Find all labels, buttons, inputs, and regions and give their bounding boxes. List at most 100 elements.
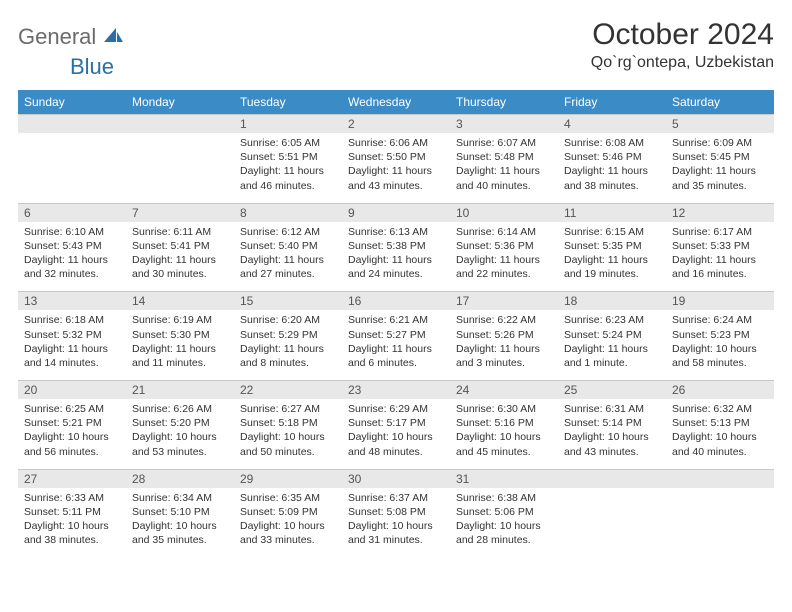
day-number-cell: 13 [18,292,126,311]
daylight-text-1: Daylight: 11 hours [348,164,444,178]
sunset-text: Sunset: 5:40 PM [240,239,336,253]
sunset-text: Sunset: 5:46 PM [564,150,660,164]
weekday-header: Thursday [450,90,558,115]
day-number-cell: 25 [558,381,666,400]
sunset-text: Sunset: 5:32 PM [24,328,120,342]
weekday-header: Tuesday [234,90,342,115]
sunset-text: Sunset: 5:43 PM [24,239,120,253]
sunrise-text: Sunrise: 6:20 AM [240,313,336,327]
day-number-cell: 16 [342,292,450,311]
day-number-cell [126,115,234,134]
day-number-row: 12345 [18,115,774,134]
sunset-text: Sunset: 5:09 PM [240,505,336,519]
calendar-body: 12345 Sunrise: 6:05 AMSunset: 5:51 PMDay… [18,115,774,558]
daylight-text-2: and 32 minutes. [24,267,120,281]
daylight-text-2: and 58 minutes. [672,356,768,370]
daylight-text-1: Daylight: 11 hours [348,253,444,267]
sunrise-text: Sunrise: 6:24 AM [672,313,768,327]
day-data-row: Sunrise: 6:25 AMSunset: 5:21 PMDaylight:… [18,399,774,469]
sunset-text: Sunset: 5:16 PM [456,416,552,430]
day-data-cell: Sunrise: 6:14 AMSunset: 5:36 PMDaylight:… [450,222,558,292]
daylight-text-1: Daylight: 10 hours [132,430,228,444]
daylight-text-2: and 30 minutes. [132,267,228,281]
sunset-text: Sunset: 5:38 PM [348,239,444,253]
sunset-text: Sunset: 5:08 PM [348,505,444,519]
sunrise-text: Sunrise: 6:37 AM [348,491,444,505]
sunrise-text: Sunrise: 6:35 AM [240,491,336,505]
daylight-text-1: Daylight: 11 hours [240,342,336,356]
day-data-cell: Sunrise: 6:17 AMSunset: 5:33 PMDaylight:… [666,222,774,292]
daylight-text-1: Daylight: 11 hours [24,253,120,267]
weekday-header-row: Sunday Monday Tuesday Wednesday Thursday… [18,90,774,115]
daylight-text-1: Daylight: 10 hours [132,519,228,533]
day-data-cell: Sunrise: 6:33 AMSunset: 5:11 PMDaylight:… [18,488,126,558]
sunrise-text: Sunrise: 6:10 AM [24,225,120,239]
daylight-text-1: Daylight: 10 hours [672,430,768,444]
sail-icon [102,26,124,49]
day-number-cell: 11 [558,203,666,222]
sunrise-text: Sunrise: 6:30 AM [456,402,552,416]
daylight-text-2: and 38 minutes. [24,533,120,547]
day-data-cell: Sunrise: 6:15 AMSunset: 5:35 PMDaylight:… [558,222,666,292]
sunset-text: Sunset: 5:24 PM [564,328,660,342]
daylight-text-2: and 16 minutes. [672,267,768,281]
daylight-text-2: and 11 minutes. [132,356,228,370]
sunset-text: Sunset: 5:20 PM [132,416,228,430]
day-data-cell [666,488,774,558]
sunrise-text: Sunrise: 6:19 AM [132,313,228,327]
sunrise-text: Sunrise: 6:18 AM [24,313,120,327]
day-number-cell: 2 [342,115,450,134]
sunset-text: Sunset: 5:36 PM [456,239,552,253]
day-number-cell: 4 [558,115,666,134]
day-number-cell: 9 [342,203,450,222]
sunrise-text: Sunrise: 6:34 AM [132,491,228,505]
day-data-row: Sunrise: 6:10 AMSunset: 5:43 PMDaylight:… [18,222,774,292]
day-data-cell: Sunrise: 6:34 AMSunset: 5:10 PMDaylight:… [126,488,234,558]
daylight-text-2: and 33 minutes. [240,533,336,547]
daylight-text-1: Daylight: 11 hours [456,253,552,267]
sunset-text: Sunset: 5:51 PM [240,150,336,164]
sunrise-text: Sunrise: 6:25 AM [24,402,120,416]
sunrise-text: Sunrise: 6:22 AM [456,313,552,327]
daylight-text-2: and 6 minutes. [348,356,444,370]
day-number-cell [18,115,126,134]
day-data-cell: Sunrise: 6:26 AMSunset: 5:20 PMDaylight:… [126,399,234,469]
sunrise-text: Sunrise: 6:06 AM [348,136,444,150]
day-data-cell: Sunrise: 6:21 AMSunset: 5:27 PMDaylight:… [342,310,450,380]
daylight-text-2: and 40 minutes. [672,445,768,459]
day-number-cell: 3 [450,115,558,134]
day-number-row: 6789101112 [18,203,774,222]
month-title: October 2024 [591,18,774,52]
day-data-cell: Sunrise: 6:38 AMSunset: 5:06 PMDaylight:… [450,488,558,558]
day-number-cell: 29 [234,469,342,488]
calendar-table: Sunday Monday Tuesday Wednesday Thursday… [18,90,774,557]
daylight-text-1: Daylight: 11 hours [672,164,768,178]
brand-part2: Blue [70,54,114,79]
day-number-cell: 24 [450,381,558,400]
day-number-cell: 21 [126,381,234,400]
sunrise-text: Sunrise: 6:11 AM [132,225,228,239]
day-data-cell: Sunrise: 6:24 AMSunset: 5:23 PMDaylight:… [666,310,774,380]
daylight-text-1: Daylight: 11 hours [672,253,768,267]
daylight-text-2: and 53 minutes. [132,445,228,459]
daylight-text-2: and 31 minutes. [348,533,444,547]
sunset-text: Sunset: 5:17 PM [348,416,444,430]
daylight-text-1: Daylight: 10 hours [564,430,660,444]
day-number-cell: 27 [18,469,126,488]
weekday-header: Sunday [18,90,126,115]
day-number-cell: 28 [126,469,234,488]
day-number-cell: 6 [18,203,126,222]
daylight-text-1: Daylight: 11 hours [240,253,336,267]
day-data-cell: Sunrise: 6:05 AMSunset: 5:51 PMDaylight:… [234,133,342,203]
daylight-text-2: and 56 minutes. [24,445,120,459]
daylight-text-1: Daylight: 11 hours [132,253,228,267]
sunrise-text: Sunrise: 6:31 AM [564,402,660,416]
day-data-cell: Sunrise: 6:27 AMSunset: 5:18 PMDaylight:… [234,399,342,469]
brand-part1: General [18,24,96,50]
daylight-text-2: and 27 minutes. [240,267,336,281]
day-data-cell: Sunrise: 6:11 AMSunset: 5:41 PMDaylight:… [126,222,234,292]
day-data-cell: Sunrise: 6:22 AMSunset: 5:26 PMDaylight:… [450,310,558,380]
day-number-cell: 23 [342,381,450,400]
daylight-text-2: and 48 minutes. [348,445,444,459]
daylight-text-2: and 43 minutes. [348,179,444,193]
